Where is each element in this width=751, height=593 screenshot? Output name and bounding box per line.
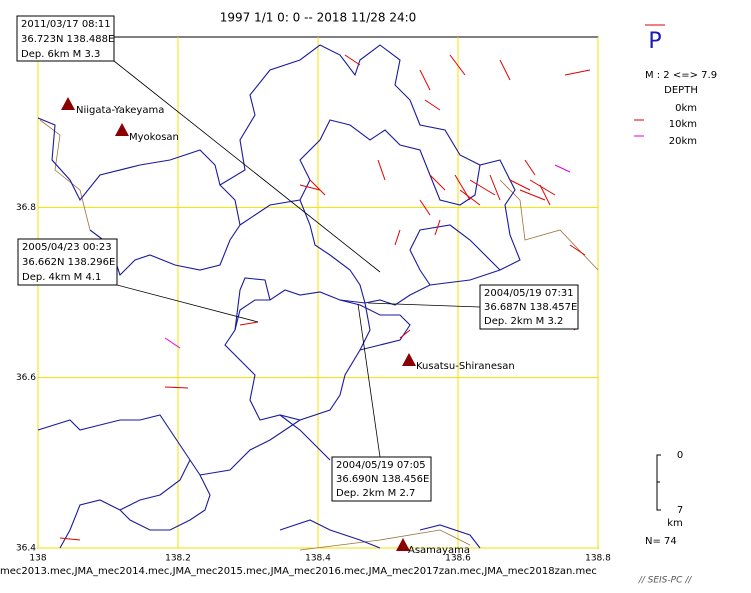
annotation-box — [16, 15, 115, 62]
x-tick-label: 138.4 — [305, 554, 331, 564]
annotation-text: Dep. 2km M 3.2 — [484, 316, 563, 327]
volcano-label: Asamayama — [408, 545, 470, 556]
annotation-box — [479, 284, 579, 330]
annotation-text: 2004/05/19 07:05 — [336, 460, 426, 471]
legend-depth-title: DEPTH — [664, 85, 698, 96]
legend-magnitude: M : 2 <=> 7.9 — [645, 70, 717, 81]
leader-line — [116, 284, 259, 323]
depth-scale — [656, 454, 661, 511]
volcano-label: Myokosan — [129, 132, 179, 143]
annotation-text: 2004/05/19 07:31 — [484, 288, 574, 299]
legend-depth: 0km — [675, 103, 697, 114]
y-tick-label: 36.6 — [16, 373, 36, 383]
annotation-text: 36.662N 138.296E — [22, 257, 115, 268]
y-tick-label: 36.8 — [16, 203, 36, 213]
legend-depth: 20km — [669, 136, 697, 147]
annotation-text: Dep. 2km M 2.7 — [336, 488, 415, 499]
event-count: N= 74 — [645, 536, 677, 547]
annotation-text: 36.723N 138.488E — [21, 34, 114, 45]
x-tick-label: 138.8 — [585, 554, 611, 564]
volcano-label: Niigata-Yakeyama — [76, 105, 164, 116]
volcano-markers — [61, 97, 416, 551]
annotation-text: 36.690N 138.456E — [336, 474, 429, 485]
annotation-text: Dep. 6km M 3.3 — [21, 49, 100, 60]
scale-label: 7 — [677, 505, 683, 516]
annotation-text: 2005/04/23 00:23 — [22, 242, 112, 253]
credit: // SEIS-PC // — [638, 576, 693, 586]
file-list: mec2013.mec,JMA_mec2014.mec,JMA_mec2015.… — [0, 566, 597, 577]
x-tick-label: 138.2 — [165, 554, 191, 564]
leader-line — [357, 303, 381, 458]
y-tick-label: 36.4 — [16, 544, 36, 554]
leader-line — [113, 60, 381, 273]
mechanism-marks — [59, 54, 591, 541]
leader-line — [367, 302, 481, 308]
legend-symbol: P — [648, 29, 661, 54]
annotation-text: 36.687N 138.457E — [484, 302, 577, 313]
borders — [37, 44, 599, 551]
annotation-box — [17, 238, 118, 286]
legend-depth: 10km — [669, 119, 697, 130]
title: 1997 1/1 0: 0 -- 2018 11/28 24:0 — [220, 11, 417, 25]
scale-unit: km — [667, 518, 683, 529]
annotation-text: 2011/03/17 08:11 — [21, 19, 111, 30]
volcano-label: Kusatsu-Shiranesan — [416, 361, 515, 372]
annotation-box — [331, 456, 432, 502]
x-tick-label: 138 — [29, 554, 46, 564]
scale-label: 0 — [677, 450, 683, 461]
annotation-text: Dep. 4km M 4.1 — [22, 272, 101, 283]
x-tick-label: 138.6 — [445, 554, 471, 564]
